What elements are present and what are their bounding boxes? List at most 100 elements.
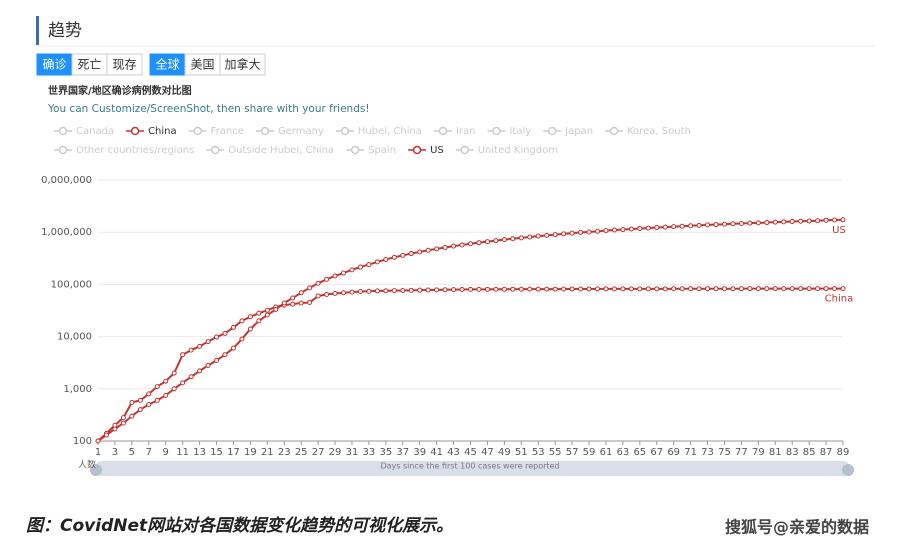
x-tick-label: 41	[430, 447, 443, 458]
legend-icon-dot[interactable]	[58, 145, 68, 155]
caption: 图：CovidNet网站对各国数据变化趋势的可视化展示。	[26, 516, 453, 536]
legend-icon-dot[interactable]	[193, 126, 202, 136]
legend-icon-dot[interactable]	[438, 126, 448, 136]
header-bar	[36, 16, 39, 45]
legend-icon-dot[interactable]	[58, 126, 68, 136]
point	[586, 286, 592, 292]
point	[645, 225, 651, 231]
legend-label[interactable]: US	[430, 145, 444, 156]
tab-label[interactable]: 全球	[155, 57, 179, 72]
point	[781, 286, 787, 292]
point	[688, 223, 694, 229]
zoom-handle[interactable]	[842, 464, 854, 476]
tab-label[interactable]: 确诊	[42, 58, 66, 72]
legend-label[interactable]: Outside Hubei, China	[228, 145, 334, 156]
tab[interactable]	[106, 53, 143, 76]
point	[798, 286, 804, 292]
legend-label[interactable]: Iran	[456, 126, 476, 137]
point	[95, 438, 101, 444]
point	[417, 287, 423, 293]
x-tick-label: 81	[769, 447, 782, 458]
legend-label[interactable]: Korea, South	[627, 126, 691, 137]
tab[interactable]	[219, 53, 266, 76]
legend-icon-dot[interactable]	[609, 126, 619, 136]
point	[451, 243, 457, 249]
point	[806, 218, 812, 224]
legend-label[interactable]: China	[148, 126, 177, 137]
legend-label[interactable]: France	[211, 126, 244, 137]
legend-icon-dot[interactable]	[460, 145, 469, 155]
point	[772, 286, 778, 292]
point	[400, 252, 406, 258]
point	[823, 217, 829, 223]
point	[188, 374, 194, 380]
point	[129, 399, 135, 405]
point	[671, 224, 677, 230]
x-tick-label: 25	[295, 447, 308, 458]
point	[696, 286, 702, 292]
point	[408, 251, 414, 257]
point	[510, 286, 516, 292]
legend-icon-dot[interactable]	[130, 126, 140, 136]
point	[459, 286, 465, 292]
point	[315, 280, 321, 286]
legend-icon-dot[interactable]	[340, 126, 350, 136]
point	[256, 310, 262, 316]
legend-icon-dot[interactable]	[547, 126, 557, 136]
point	[120, 415, 126, 421]
point	[332, 273, 338, 279]
x-tick-label: 29	[329, 447, 342, 458]
point	[840, 217, 846, 223]
x-tick-label: 51	[515, 447, 528, 458]
tab-label[interactable]: 加拿大	[224, 57, 260, 72]
point	[628, 286, 634, 292]
x-tick-label: 89	[837, 447, 850, 458]
point	[798, 218, 804, 224]
zoom-handle[interactable]	[90, 464, 102, 476]
point	[789, 219, 795, 225]
point	[806, 286, 812, 292]
point	[527, 234, 533, 240]
point	[247, 314, 253, 320]
point	[493, 286, 499, 292]
point	[561, 286, 567, 292]
point	[434, 246, 440, 252]
point	[603, 286, 609, 292]
legend-label[interactable]: Other countries/regions	[76, 145, 194, 156]
legend-icon-dot[interactable]	[492, 126, 501, 136]
point	[146, 402, 152, 408]
legend-label[interactable]: United Kingdom	[478, 145, 558, 156]
x-tick-label: 87	[820, 447, 833, 458]
legend-icon-dot[interactable]	[412, 145, 422, 155]
tab-label[interactable]: 现存	[112, 58, 136, 72]
point	[755, 286, 761, 292]
legend-icon-dot[interactable]	[260, 126, 270, 136]
legend-label[interactable]: Italy	[509, 126, 531, 137]
legend-icon-dot[interactable]	[211, 145, 220, 155]
header-title: 趋势	[48, 21, 82, 41]
x-tick-label: 75	[718, 447, 731, 458]
point	[434, 287, 440, 293]
point	[366, 288, 372, 294]
y-tick-label: 0,000,000	[41, 175, 92, 186]
zoom-slider[interactable]	[95, 461, 850, 476]
legend-label[interactable]: Spain	[368, 145, 396, 156]
point	[374, 259, 380, 265]
x-tick-label: 77	[735, 447, 748, 458]
legend-label[interactable]: Hubei, China	[358, 126, 422, 137]
point	[112, 426, 118, 432]
point	[789, 286, 795, 292]
legend-label[interactable]: Canada	[76, 126, 114, 137]
point	[307, 300, 313, 306]
point	[180, 352, 186, 358]
point	[552, 232, 558, 238]
point	[298, 300, 304, 306]
legend-label[interactable]: Japan	[564, 126, 593, 137]
x-tick-label: 73	[701, 447, 714, 458]
point	[569, 286, 575, 292]
legend-icon-dot[interactable]	[350, 145, 360, 155]
y-tick-label: 100	[73, 436, 92, 447]
legend-label[interactable]: Germany	[278, 126, 324, 137]
tab-label[interactable]: 美国	[190, 58, 214, 72]
tab-label[interactable]: 死亡	[77, 58, 101, 72]
